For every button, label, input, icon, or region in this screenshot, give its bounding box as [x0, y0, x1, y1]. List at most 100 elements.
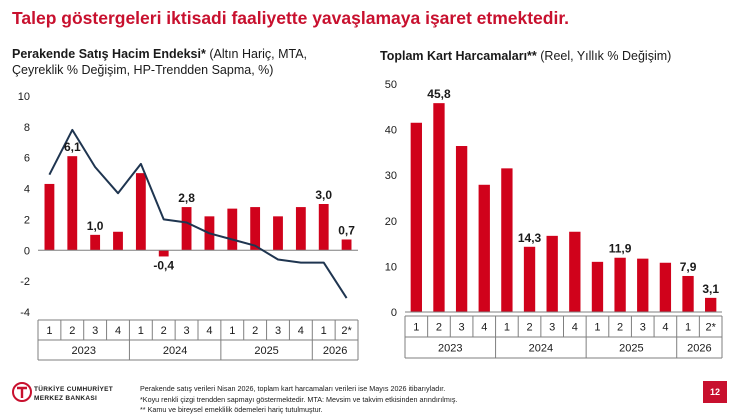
- retail-bar: [135, 173, 146, 251]
- left-chart-title-rest: (Altın Hariç, MTA,: [205, 47, 308, 61]
- footnote-1: Perakende satış verileri Nisan 2026, top…: [140, 384, 446, 393]
- retail-quarter-label: 2: [161, 325, 167, 337]
- card-ytick-label: 30: [385, 170, 397, 182]
- card-quarter-label: 3: [549, 322, 555, 334]
- retail-bar: [158, 250, 169, 257]
- retail-trend-line: [48, 128, 348, 299]
- retail-bar: [113, 231, 123, 251]
- card-year-label: 2023: [438, 343, 462, 355]
- card-bar: [455, 146, 468, 312]
- footnote-3: ** Kamu ve bireysel emeklilik ödemeleri …: [140, 405, 323, 414]
- card-data-label: 3,1: [702, 282, 719, 296]
- card-quarter-label: 2*: [705, 322, 716, 334]
- card-quarter-label: 2: [436, 322, 442, 334]
- card-bar: [614, 257, 626, 312]
- retail-bar: [181, 207, 192, 251]
- card-year-label: 2025: [619, 343, 643, 355]
- card-bar: [433, 103, 445, 312]
- card-quarter-label: 2: [617, 322, 623, 334]
- retail-ytick-label: 8: [24, 122, 30, 134]
- retail-quarter-label: 2*: [341, 325, 352, 337]
- retail-bar: [44, 183, 55, 251]
- brand-line-2: MERKEZ BANKASI: [34, 395, 98, 402]
- retail-ytick-label: -4: [20, 307, 30, 319]
- card-bar: [682, 275, 694, 312]
- retail-quarter-label: 4: [115, 325, 121, 337]
- retail-data-label: -0,4: [153, 258, 174, 272]
- retail-sales-chart: -4 -2 0 2 4 6 8 10 6,1 1,0 -0,4 2,8 3,0 0,7 1 2 3 4 1 2 3 4 1 2…: [18, 91, 359, 361]
- left-chart-subtitle: Çeyreklik % Değişim, HP-Trendden Sapma, …: [12, 63, 274, 77]
- retail-quarter-label: 3: [184, 325, 190, 337]
- retail-bar: [318, 204, 329, 251]
- page-title: Talep göstergeleri iktisadi faaliyette y…: [12, 8, 570, 28]
- central-bank-logo-icon: [12, 382, 32, 402]
- card-ytick-label: 40: [385, 125, 397, 137]
- card-ytick-label: 50: [385, 79, 397, 91]
- card-quarter-label: 1: [504, 322, 510, 334]
- card-bar: [410, 122, 422, 312]
- retail-bar: [250, 207, 261, 251]
- card-quarter-label: 4: [481, 322, 487, 334]
- card-bar: [569, 231, 581, 312]
- retail-ytick-label: 2: [24, 214, 30, 226]
- retail-data-label: 3,0: [315, 188, 332, 202]
- card-quarter-label: 4: [572, 322, 578, 334]
- card-bar: [501, 168, 513, 312]
- card-quarter-label: 1: [594, 322, 600, 334]
- retail-quarter-label: 3: [92, 325, 98, 337]
- card-data-label: 7,9: [680, 260, 697, 274]
- retail-quarter-label: 4: [206, 325, 212, 337]
- card-bar: [546, 235, 558, 312]
- retail-year-label: 2024: [163, 345, 187, 357]
- retail-quarter-label: 3: [275, 325, 281, 337]
- retail-ytick-label: 10: [18, 91, 30, 103]
- retail-bar: [90, 234, 101, 251]
- retail-ytick-label: 6: [24, 153, 30, 165]
- card-bar: [705, 297, 717, 312]
- retail-bar: [227, 208, 238, 251]
- card-quarter-label: 4: [662, 322, 668, 334]
- retail-quarter-label: 1: [46, 325, 52, 337]
- left-chart-title-bold: Perakende Satış Hacim Endeksi*: [12, 47, 206, 61]
- retail-bar: [67, 156, 78, 251]
- retail-ytick-label: 4: [24, 184, 30, 196]
- retail-data-label: 6,1: [64, 140, 81, 154]
- retail-bar: [341, 239, 352, 251]
- right-chart-title: Toplam Kart Harcamaları** (Reel, Yıllık …: [380, 48, 671, 64]
- retail-year-label: 2023: [71, 345, 95, 357]
- brand-name: TÜRKİYE CUMHURİYET MERKEZ BANKASI: [34, 385, 113, 403]
- card-data-label: 11,9: [609, 242, 632, 256]
- retail-bar: [273, 216, 283, 251]
- card-bar: [637, 258, 649, 312]
- card-quarter-label: 3: [640, 322, 646, 334]
- retail-ytick-label: -2: [20, 276, 30, 288]
- card-bar: [523, 246, 536, 312]
- card-quarter-label: 2: [526, 322, 532, 334]
- card-data-label: 45,8: [427, 87, 451, 101]
- card-quarter-label: 1: [685, 322, 691, 334]
- retail-ytick-label: 0: [24, 245, 30, 257]
- retail-year-label: 2025: [254, 345, 278, 357]
- page-number-badge: 12: [703, 381, 727, 403]
- retail-quarter-label: 2: [252, 325, 258, 337]
- card-quarter-label: 3: [459, 322, 465, 334]
- card-spending-chart: 0 10 20 30 40 50 45,8 14,3 11,9 7,9 3,1 1 2 3 4 1 2 3 4 1 2 3…: [385, 79, 723, 359]
- retail-data-label: 0,7: [338, 223, 355, 237]
- card-year-label: 2026: [687, 343, 711, 355]
- card-quarter-label: 1: [413, 322, 419, 334]
- retail-year-label: 2026: [323, 345, 347, 357]
- right-chart-title-bold: Toplam Kart Harcamaları**: [380, 49, 537, 63]
- card-year-label: 2024: [529, 343, 553, 355]
- card-bar: [478, 184, 490, 312]
- retail-quarter-label: 2: [69, 325, 75, 337]
- retail-data-label: 1,0: [87, 219, 104, 233]
- retail-quarter-label: 1: [229, 325, 235, 337]
- left-chart-title: Perakende Satış Hacim Endeksi* (Altın Ha…: [12, 46, 307, 78]
- retail-quarter-label: 4: [298, 325, 304, 337]
- card-bar: [591, 261, 604, 312]
- retail-bar: [295, 207, 306, 251]
- footnotes: Perakende satış verileri Nisan 2026, top…: [140, 384, 457, 416]
- right-chart-title-rest: (Reel, Yıllık % Değişim): [536, 49, 672, 63]
- card-data-label: 14,3: [518, 231, 542, 245]
- brand-line-1: TÜRKİYE CUMHURİYET: [34, 386, 114, 393]
